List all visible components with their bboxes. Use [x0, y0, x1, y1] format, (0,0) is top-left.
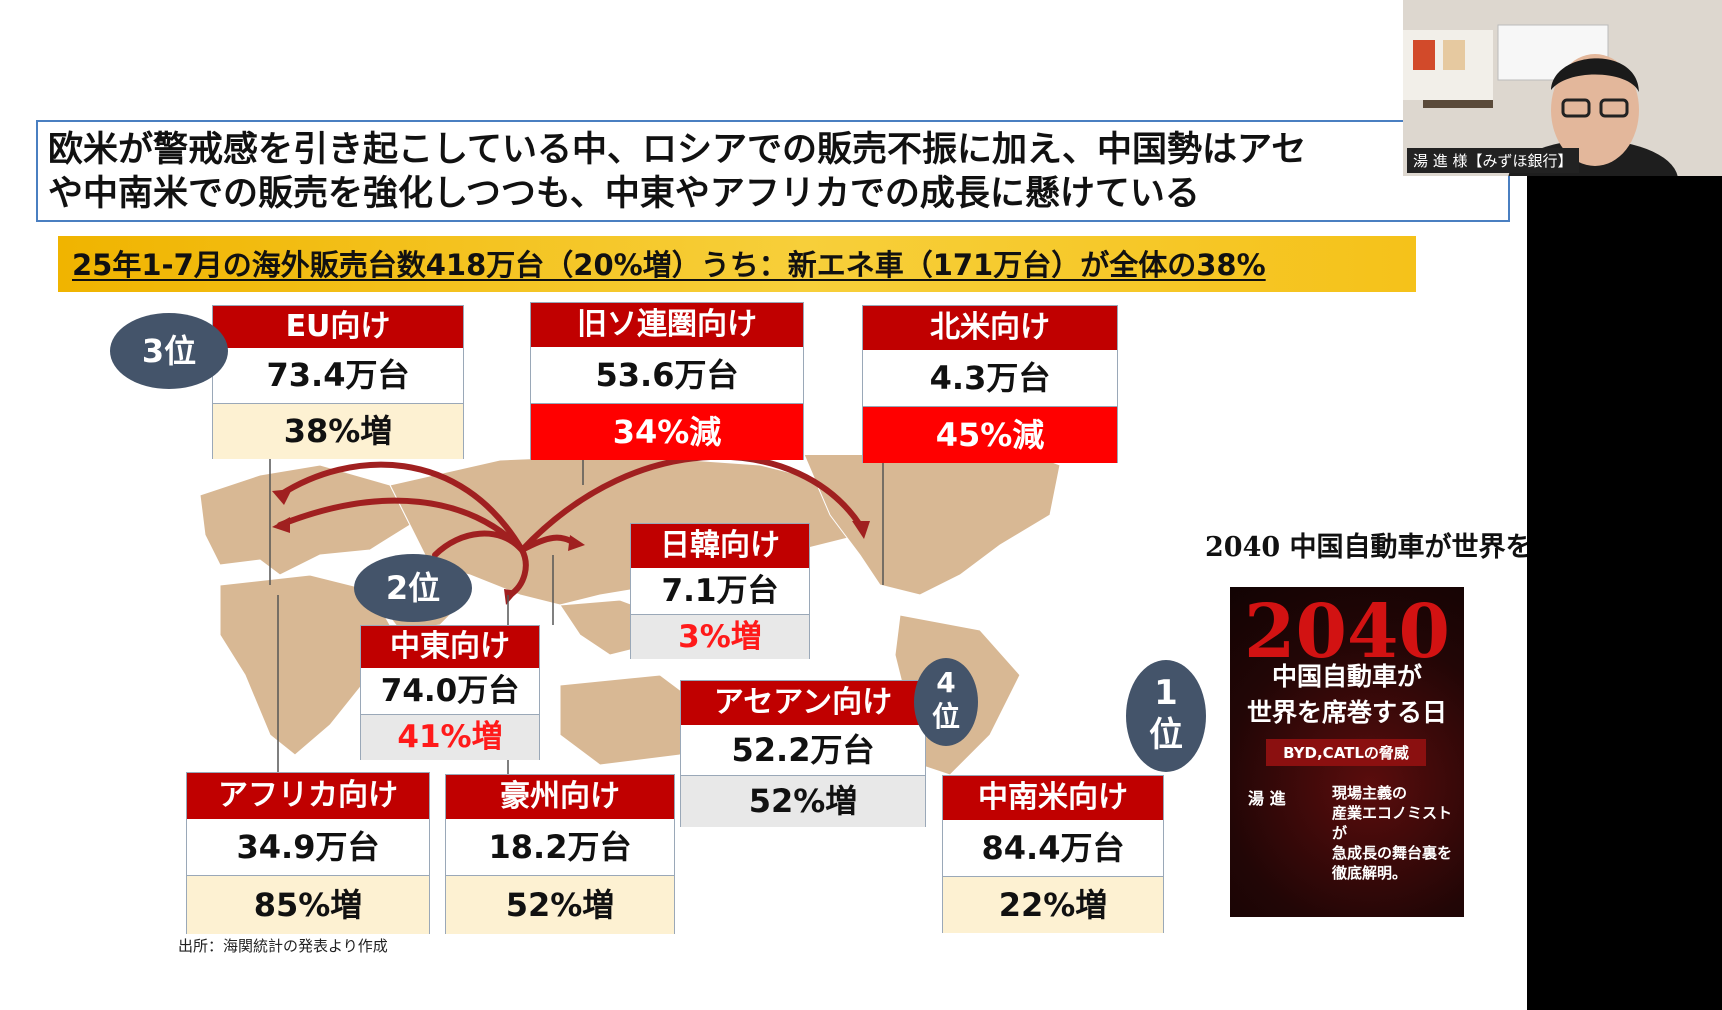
arrow-to-me	[432, 530, 525, 558]
arrow-to-eu-1	[277, 461, 525, 553]
book-cover: 2040 中国自動車が 世界を席巻する日 BYD,CATLの脅威 湯 進 現場主…	[1230, 587, 1464, 917]
card-au-change: 52%増	[446, 876, 674, 934]
card-na-title: 北米向け	[863, 306, 1117, 350]
book-blurb-2: 産業エコノミストが	[1332, 804, 1453, 842]
rank-1-number: 1	[1154, 673, 1178, 713]
card-asean-title: アセアン向け	[681, 681, 925, 725]
book-author: 湯 進	[1248, 789, 1286, 808]
card-na-value: 4.3万台	[863, 350, 1117, 407]
slide: 欧米が警戒感を引き起こしている中、ロシアでの販売不振に加え、中国勢はアセ や中南…	[36, 120, 1527, 955]
card-ussr-change: 34%減	[531, 404, 803, 460]
book-blurb-3: 急成長の舞台裏を	[1332, 844, 1453, 862]
card-north-america: 北米向け 4.3万台 45%減	[862, 305, 1118, 463]
card-la-change: 22%増	[943, 877, 1163, 933]
map-australia	[559, 674, 701, 766]
book-title-line-2: 世界を席巻する日	[1246, 698, 1447, 727]
card-me-title: 中東向け	[361, 626, 539, 668]
video-thumbnail[interactable]: 湯 進 様【みずほ銀行】	[1403, 0, 1722, 176]
card-asean: アセアン向け 52.2万台 52%増	[680, 680, 926, 827]
participant-name-tag: 湯 進 様【みずほ銀行】	[1407, 148, 1579, 173]
card-ussr-title: 旧ソ連圏向け	[531, 303, 803, 347]
card-jk-title: 日韓向け	[631, 524, 809, 568]
card-af-change: 85%増	[187, 876, 429, 934]
card-middle-east: 中東向け 74.0万台 41%増	[360, 625, 540, 760]
card-au-value: 18.2万台	[446, 819, 674, 876]
summary-banner-text: 25年1-7月の海外販売台数418万台（20%増）うち：新エネ車（171万台）が…	[72, 248, 1266, 282]
card-eu-change: 38%増	[213, 404, 463, 459]
book-blurb: 現場主義の 産業エコノミストが 急成長の舞台裏を 徹底解明。	[1332, 783, 1464, 883]
card-me-change: 41%増	[361, 715, 539, 760]
card-la-title: 中南米向け	[943, 776, 1163, 820]
book-title-line-1: 中国自動車が	[1271, 662, 1422, 691]
map-europe	[200, 464, 411, 576]
book-blurb-4: 徹底解明。	[1332, 864, 1408, 882]
card-asean-value: 52.2万台	[681, 725, 925, 776]
rank-3-label: 3位	[141, 332, 197, 370]
card-eu-title: EU向け	[213, 306, 463, 348]
arrow-head-jk	[568, 535, 585, 551]
map-africa	[219, 574, 391, 756]
card-me-value: 74.0万台	[361, 668, 539, 715]
rank-4-number: 4	[936, 666, 956, 699]
card-ussr-value: 53.6万台	[531, 347, 803, 404]
rank-badge-2: 2位	[354, 554, 472, 622]
arrow-head-na	[852, 521, 870, 539]
card-australia: 豪州向け 18.2万台 52%増	[445, 774, 675, 934]
card-na-change: 45%減	[863, 407, 1117, 463]
card-af-value: 34.9万台	[187, 819, 429, 876]
arrow-head-eu-2	[272, 517, 290, 533]
card-asean-change: 52%増	[681, 776, 925, 827]
book-blurb-1: 現場主義の	[1332, 784, 1408, 802]
card-la-value: 84.4万台	[943, 820, 1163, 877]
card-eu-value: 73.4万台	[213, 348, 463, 404]
rank-badge-4: 4 位	[914, 658, 978, 746]
source-note: 出所：海関統計の発表より作成	[178, 937, 388, 955]
rank-badge-1: 1 位	[1126, 660, 1206, 772]
rank-1-suffix: 位	[1149, 715, 1183, 755]
card-africa: アフリカ向け 34.9万台 85%増	[186, 772, 430, 934]
card-au-title: 豪州向け	[446, 775, 674, 819]
book-title-lines: 中国自動車が 世界を席巻する日	[1230, 657, 1464, 729]
rank-badge-3: 3位	[110, 313, 228, 389]
card-jk-change: 3%増	[631, 615, 809, 659]
rank-2-label: 2位	[385, 569, 441, 607]
summary-banner: 25年1-7月の海外販売台数418万台（20%増）うち：新エネ車（171万台）が…	[58, 236, 1416, 292]
headline-line-2: や中南米での販売を強化しつつも、中東やアフリカでの成長に懸けている	[48, 174, 1200, 214]
arrow-to-eu-2	[277, 497, 525, 553]
card-eu: EU向け 73.4万台 38%増	[212, 305, 464, 459]
rank-4-suffix: 位	[931, 700, 960, 733]
video-scene	[1403, 0, 1722, 176]
arrow-head-eu-1	[272, 489, 292, 505]
right-black-panel	[1527, 176, 1722, 1010]
book-subtitle: BYD,CATLの脅威	[1266, 739, 1426, 766]
card-af-title: アフリカ向け	[187, 773, 429, 819]
map-north-america	[803, 455, 1061, 596]
headline-box: 欧米が警戒感を引き起こしている中、ロシアでの販売不振に加え、中国勢はアセ や中南…	[36, 120, 1510, 222]
headline-line-1: 欧米が警戒感を引き起こしている中、ロシアでの販売不振に加え、中国勢はアセ	[48, 130, 1307, 170]
person-head	[1551, 54, 1639, 166]
card-jk-value: 7.1万台	[631, 568, 809, 615]
book-year: 2040	[1244, 589, 1450, 675]
card-former-ussr: 旧ソ連圏向け 53.6万台 34%減	[530, 302, 804, 460]
card-japan-korea: 日韓向け 7.1万台 3%増	[630, 523, 810, 659]
card-latin-america: 中南米向け 84.4万台 22%増	[942, 775, 1164, 933]
arrow-head-asean	[504, 589, 518, 605]
